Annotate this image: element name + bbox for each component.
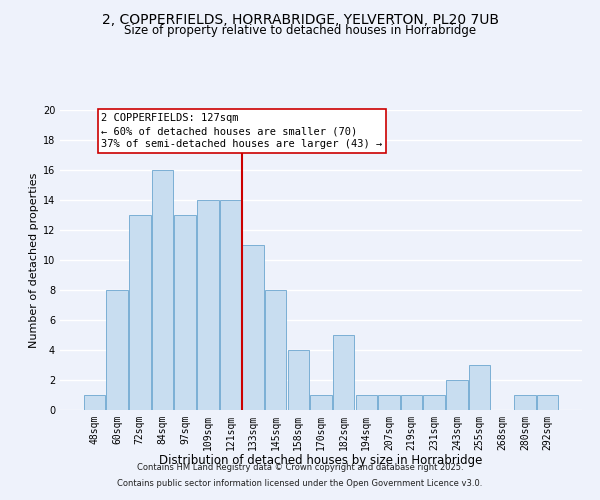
Bar [197, 200, 218, 410]
Bar [129, 215, 151, 410]
Bar [469, 365, 490, 410]
Text: Contains public sector information licensed under the Open Government Licence v3: Contains public sector information licen… [118, 478, 482, 488]
Y-axis label: Number of detached properties: Number of detached properties [29, 172, 38, 348]
Text: 2, COPPERFIELDS, HORRABRIDGE, YELVERTON, PL20 7UB: 2, COPPERFIELDS, HORRABRIDGE, YELVERTON,… [101, 12, 499, 26]
Bar [514, 395, 536, 410]
Text: Contains HM Land Registry data © Crown copyright and database right 2025.: Contains HM Land Registry data © Crown c… [137, 464, 463, 472]
Bar [378, 395, 400, 410]
Bar [265, 290, 286, 410]
Bar [537, 395, 558, 410]
Bar [446, 380, 467, 410]
Bar [356, 395, 377, 410]
Text: Size of property relative to detached houses in Horrabridge: Size of property relative to detached ho… [124, 24, 476, 37]
Bar [84, 395, 105, 410]
Bar [287, 350, 309, 410]
Text: 2 COPPERFIELDS: 127sqm
← 60% of detached houses are smaller (70)
37% of semi-det: 2 COPPERFIELDS: 127sqm ← 60% of detached… [101, 113, 383, 150]
Bar [333, 335, 355, 410]
Bar [242, 245, 264, 410]
Bar [152, 170, 173, 410]
Bar [220, 200, 241, 410]
Bar [310, 395, 332, 410]
Bar [175, 215, 196, 410]
Bar [106, 290, 128, 410]
Bar [424, 395, 445, 410]
Bar [401, 395, 422, 410]
X-axis label: Distribution of detached houses by size in Horrabridge: Distribution of detached houses by size … [160, 454, 482, 468]
